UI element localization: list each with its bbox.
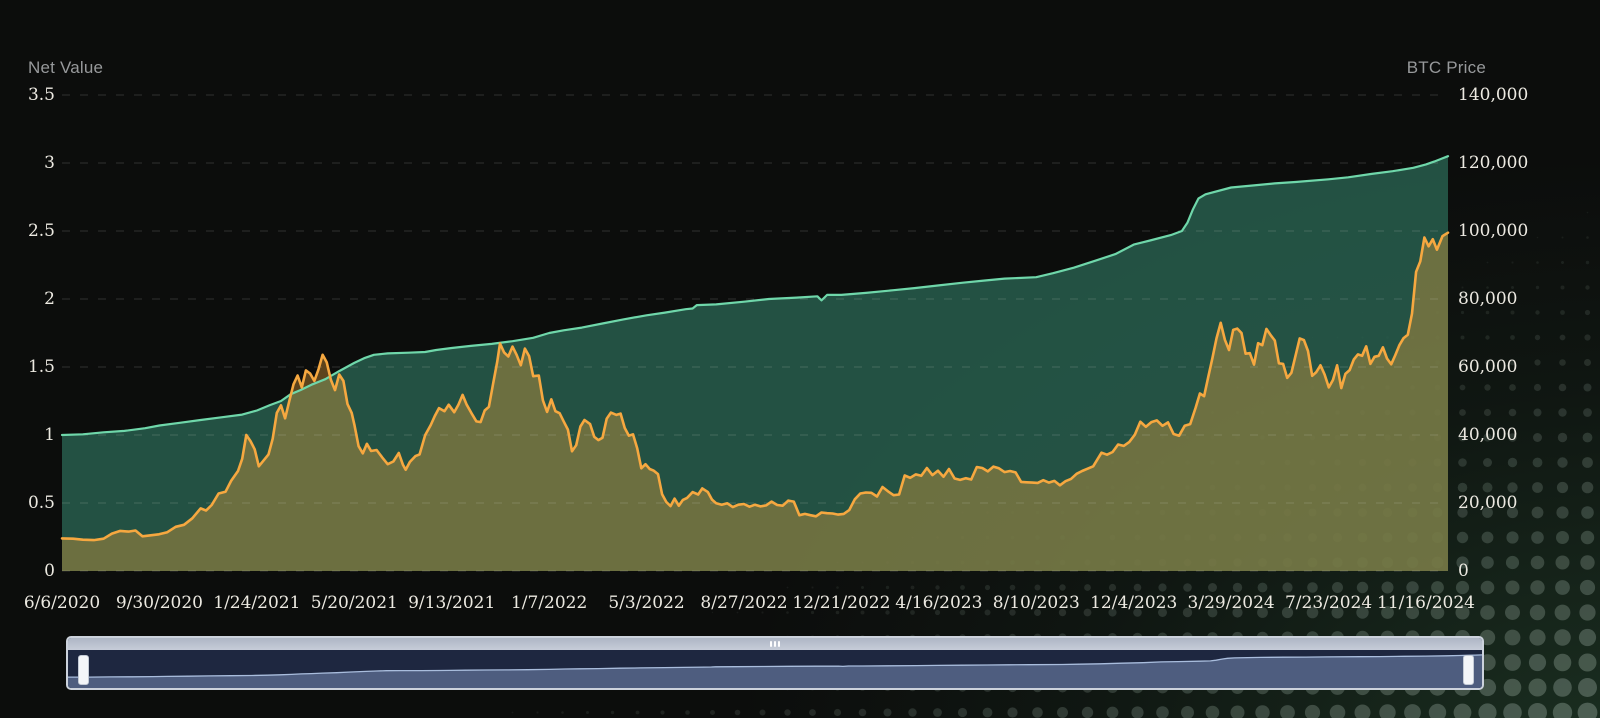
chart-plot-area[interactable] xyxy=(62,95,1448,571)
netvalue-axis-tick: 2.5 xyxy=(27,221,55,241)
date-axis-tick: 7/23/2024 xyxy=(1284,593,1373,613)
btcprice-axis-tick: 120,000 xyxy=(1458,153,1529,173)
btcprice-axis-tick: 40,000 xyxy=(1458,425,1518,445)
netvalue-axis-tick: 1 xyxy=(44,425,55,445)
datazoom-left-handle[interactable] xyxy=(78,655,89,685)
btcprice-axis-tick: 140,000 xyxy=(1458,85,1529,105)
date-axis-tick: 12/4/2023 xyxy=(1090,593,1178,613)
btcprice-axis-tick: 60,000 xyxy=(1458,357,1518,377)
netvalue-axis-tick: 3 xyxy=(44,153,55,173)
date-axis-tick: 9/13/2021 xyxy=(408,593,496,613)
datazoom-right-handle[interactable] xyxy=(1463,655,1474,685)
netvalue-axis-tick: 0 xyxy=(44,561,55,581)
btcprice-axis-tick: 0 xyxy=(1458,561,1469,581)
date-axis-tick: 4/16/2023 xyxy=(895,593,983,613)
gridlines xyxy=(62,94,1448,572)
date-axis-tick: 5/20/2021 xyxy=(310,593,398,613)
date-axis-tick: 12/21/2022 xyxy=(792,593,891,613)
left-axis-title: Net Value xyxy=(28,58,104,77)
series-lines xyxy=(60,155,1450,542)
date-axis-tick: 11/16/2024 xyxy=(1377,593,1475,613)
date-axis-tick: 8/10/2023 xyxy=(992,593,1080,613)
datazoom-rail[interactable] xyxy=(68,638,1482,650)
btcprice-axis-tick: 20,000 xyxy=(1458,493,1518,513)
date-axis-tick: 3/29/2024 xyxy=(1187,593,1275,613)
netvalue-area xyxy=(62,156,1448,571)
btc-area xyxy=(62,232,1448,571)
date-axis-tick: 9/30/2020 xyxy=(115,593,204,613)
date-axis-tick: 1/24/2021 xyxy=(213,593,301,613)
date-axis-tick: 1/7/2022 xyxy=(510,593,588,613)
date-axis-tick: 8/27/2022 xyxy=(700,593,788,613)
btcprice-axis-tick: 100,000 xyxy=(1458,221,1529,241)
area-fills xyxy=(62,156,1448,571)
btc-line xyxy=(60,231,1450,542)
right-axis-title: BTC Price xyxy=(1406,58,1486,77)
date-axis-tick: 5/3/2022 xyxy=(608,593,685,613)
netvalue-axis-tick: 1.5 xyxy=(27,357,55,377)
netvalue-axis-tick: 3.5 xyxy=(27,85,55,105)
netvalue-line xyxy=(60,155,1450,437)
datazoom-data-shadow xyxy=(68,654,1482,688)
datazoom-window[interactable] xyxy=(68,650,1482,688)
date-axis-tick: 6/6/2020 xyxy=(23,593,101,613)
datazoom-slider[interactable] xyxy=(66,636,1484,690)
netvalue-axis-tick: 0.5 xyxy=(27,493,55,513)
drag-grip-icon[interactable] xyxy=(770,641,780,647)
netvalue-axis-tick: 2 xyxy=(44,289,55,309)
btcprice-axis-tick: 80,000 xyxy=(1458,289,1518,309)
